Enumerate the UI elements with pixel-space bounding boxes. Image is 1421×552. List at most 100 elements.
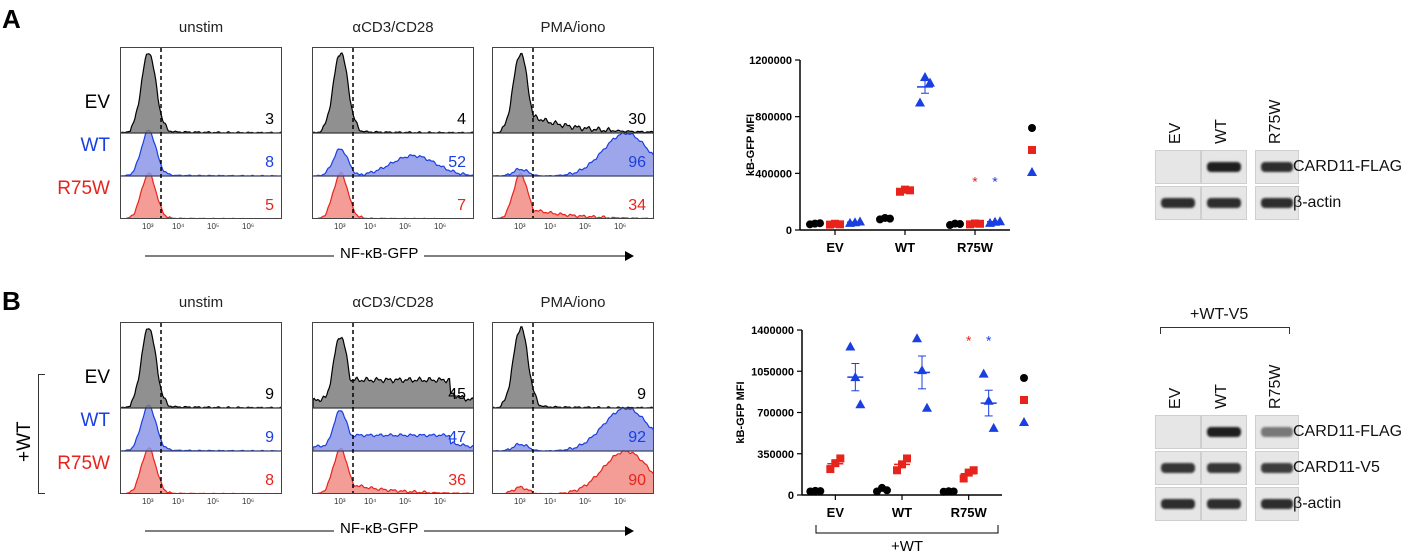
- histogram-B-0: [120, 322, 282, 494]
- histogram-curve-wt: [313, 148, 473, 177]
- data-point-cd3cd28: [976, 219, 984, 228]
- gate-percent: 36: [448, 472, 466, 489]
- data-point-cd3cd28: [826, 465, 835, 474]
- data-point-ns: [956, 220, 964, 229]
- data-point-cd3cd28: [893, 466, 901, 475]
- tick-label: 10⁴: [544, 497, 557, 506]
- data-point-cd3cd28: [966, 220, 974, 229]
- row-label-ev: EV: [84, 367, 110, 388]
- tick-label: 10⁶: [242, 497, 255, 506]
- row-label-ev: EV: [84, 92, 110, 113]
- legend-marker-pma: [1019, 417, 1029, 426]
- tick-label: 10⁵: [207, 497, 220, 506]
- x-bracket: [815, 525, 999, 534]
- band-label: CARD11-FLAG: [1293, 158, 1403, 175]
- data-point-cd3cd28: [896, 187, 904, 196]
- histogram-A-0: [120, 47, 282, 219]
- data-point-pma: [915, 97, 925, 107]
- side-label-wt: +WT: [14, 421, 35, 462]
- tick-label: 10⁶: [434, 222, 447, 231]
- significance-star: *: [986, 332, 992, 348]
- blot-band: [1161, 198, 1195, 208]
- tick-label: 10⁶: [614, 222, 627, 231]
- data-point-pma: [995, 216, 1005, 226]
- band-label: β-actin: [1293, 194, 1342, 211]
- scatter-chart-0: 0 400000 800000 1200000 kB-GFP MFI EV WT R75W * *…: [745, 55, 1037, 255]
- data-point-cd3cd28: [831, 459, 840, 468]
- data-point-pma: [920, 72, 930, 81]
- gate-percent: 34: [628, 197, 646, 214]
- y-tick-label: 0: [786, 225, 792, 237]
- y-tick-label: 800000: [755, 112, 792, 124]
- gate-percent: 9: [265, 429, 274, 446]
- gate-percent: 8: [265, 472, 274, 489]
- legend-marker-cd3cd28: [1020, 396, 1028, 404]
- gate-percent: 92: [628, 429, 646, 446]
- x-tick-label: EV: [826, 240, 844, 255]
- y-tick-label: 1400000: [751, 325, 794, 337]
- data-point-ns: [816, 487, 825, 496]
- data-point-ns: [949, 487, 958, 496]
- side-bracket: [38, 374, 45, 494]
- data-point-cd3cd28: [964, 468, 973, 477]
- histogram-curve-wt: [493, 131, 653, 177]
- tick-label: 10⁵: [579, 222, 592, 231]
- y-tick-label: 1050000: [751, 366, 794, 378]
- significance-star: *: [992, 173, 998, 189]
- lane-label-ev: EV: [1167, 387, 1184, 409]
- bracket-label: +WT: [891, 538, 923, 552]
- tick-label: 10⁴: [364, 222, 377, 231]
- data-point-cd3cd28: [906, 186, 914, 195]
- legend-marker-cd3cd28: [1028, 146, 1036, 154]
- y-axis-label: kB-GFP MFI: [745, 114, 757, 176]
- data-point-pma: [855, 399, 866, 409]
- histogram-B-2: [492, 322, 654, 494]
- tick-label: 10³: [514, 497, 526, 506]
- row-label-wt: WT: [80, 135, 110, 156]
- data-point-pma: [850, 372, 861, 382]
- blot-band: [1207, 499, 1241, 509]
- lane-label-wt: WT: [1213, 119, 1230, 144]
- blot-band: [1261, 427, 1293, 437]
- x-tick-label: EV: [827, 505, 845, 520]
- tick-label: 10⁴: [172, 497, 185, 506]
- data-point-cd3cd28: [901, 185, 909, 194]
- gate-percent: 96: [628, 154, 646, 171]
- blot-band: [1261, 162, 1293, 172]
- tick-label: 10⁴: [172, 222, 185, 231]
- gate-percent: 9: [637, 386, 646, 403]
- x-tick-label: R75W: [957, 240, 994, 255]
- legend-marker-pma: [1027, 167, 1037, 176]
- blot-band: [1261, 463, 1293, 473]
- tick-label: 10⁵: [207, 222, 220, 231]
- band-label: CARD11-V5: [1293, 459, 1380, 476]
- x-tick-label: R75W: [951, 505, 988, 520]
- y-tick-label: 0: [788, 490, 794, 502]
- scatter-chart-1: 0 350000 700000 1050000 1400000 kB-GFP MFI EV W…: [735, 325, 1029, 552]
- data-point-ns: [883, 486, 891, 495]
- stim-title-0: unstim: [178, 19, 224, 36]
- data-point-cd3cd28: [826, 220, 834, 229]
- data-point-pma: [925, 77, 935, 87]
- band-label: CARD11-FLAG: [1293, 423, 1403, 440]
- axis-arrow-head: [625, 526, 634, 536]
- lane-label-r75w: R75W: [1267, 99, 1284, 144]
- panel-letter-B: B: [2, 286, 21, 316]
- data-point-cd3cd28: [959, 474, 968, 483]
- band-label: β-actin: [1293, 495, 1342, 512]
- lane-label-r75w: R75W: [1267, 364, 1284, 409]
- histogram-A-2: [492, 47, 654, 219]
- blot-band: [1207, 463, 1241, 473]
- tick-label: 10⁵: [579, 497, 592, 506]
- gate-percent: 9: [265, 386, 274, 403]
- legend-marker-ns: [1020, 374, 1028, 382]
- data-point-pma: [845, 341, 856, 351]
- histogram-A-1: [312, 47, 474, 219]
- gate-percent: 5: [265, 197, 274, 214]
- panel-letter-A: A: [2, 4, 21, 34]
- axis-arrow-head: [625, 251, 634, 261]
- tick-label: 10⁴: [364, 497, 377, 506]
- data-point-cd3cd28: [898, 460, 906, 469]
- gate-percent: 8: [265, 154, 274, 171]
- tick-label: 10⁵: [399, 222, 412, 231]
